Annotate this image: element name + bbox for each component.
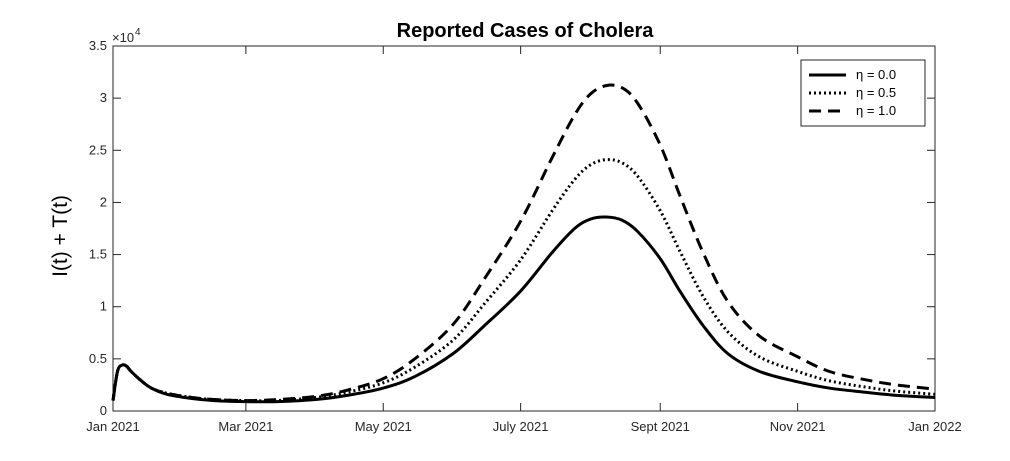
y-multiplier-exponent: 4 (135, 27, 141, 38)
x-tick-label: Sept 2021 (631, 419, 690, 434)
x-tick-label: May 2021 (355, 419, 412, 434)
y-multiplier: ×10 4 (112, 27, 141, 45)
y-tick-label: 0.5 (89, 351, 107, 366)
series-line-eta-1-0 (111, 83, 936, 403)
y-tick-label: 0 (100, 403, 107, 418)
legend-label-eta-0-5: η = 0.5 (856, 85, 896, 100)
y-tick-label: 2.5 (89, 142, 107, 157)
y-tick-label: 3 (100, 90, 107, 105)
y-multiplier-base: ×10 (112, 30, 134, 45)
legend-label-eta-1-0: η = 1.0 (856, 103, 896, 118)
x-tick-label: July 2021 (493, 419, 549, 434)
series-line-eta-0-5 (111, 158, 936, 403)
x-tick-label: Jan 2022 (908, 419, 962, 434)
y-tick-label: 1.5 (89, 247, 107, 262)
axes-box (112, 45, 936, 412)
series-line-eta-0-0 (111, 215, 936, 404)
legend-box (800, 59, 926, 127)
x-tick-label: Jan 2021 (86, 419, 140, 434)
legend: η = 0.0 η = 0.5 η = 1.0 (800, 59, 926, 127)
y-tick-label: 3.5 (89, 38, 107, 53)
y-tick-label: 2 (100, 194, 107, 209)
x-tick-label: Mar 2021 (218, 419, 273, 434)
legend-label-eta-0-0: η = 0.0 (856, 67, 896, 82)
y-axis-label: I(t) + T(t) (49, 195, 72, 277)
plot-area: Jan 2021 Mar 2021 May 2021 July 2021 Sept 20… (86, 38, 962, 434)
x-tick-label: Nov 2021 (770, 419, 826, 434)
y-tick-label: 1 (100, 299, 107, 314)
chart-title: Reported Cases of Cholera (397, 20, 655, 42)
